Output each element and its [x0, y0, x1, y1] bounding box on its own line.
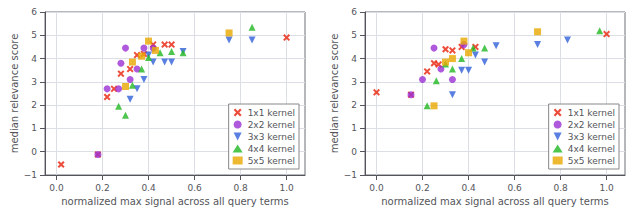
- svg-text:2x2 kernel: 2x2 kernel: [248, 120, 295, 130]
- svg-text:4: 4: [351, 54, 357, 64]
- svg-text:0.8: 0.8: [553, 183, 568, 193]
- svg-text:0.0: 0.0: [49, 183, 64, 193]
- svg-text:3x3 kernel: 3x3 kernel: [248, 132, 295, 142]
- svg-text:0.8: 0.8: [233, 183, 248, 193]
- svg-text:0.2: 0.2: [415, 183, 429, 193]
- svg-text:2: 2: [351, 100, 357, 110]
- svg-text:3: 3: [31, 77, 37, 87]
- svg-text:1x1 kernel: 1x1 kernel: [568, 108, 615, 118]
- svg-text:normalized max signal across a: normalized max signal across all query t…: [381, 196, 609, 207]
- svg-text:1x1 kernel: 1x1 kernel: [248, 108, 295, 118]
- svg-text:0.6: 0.6: [187, 183, 202, 193]
- svg-text:3: 3: [351, 77, 357, 87]
- svg-text:5x5 kernel: 5x5 kernel: [568, 156, 615, 166]
- svg-text:−1: −1: [24, 170, 37, 180]
- svg-text:1.0: 1.0: [599, 183, 614, 193]
- svg-text:2x2 kernel: 2x2 kernel: [568, 120, 615, 130]
- svg-text:median relevance score: median relevance score: [9, 34, 20, 154]
- svg-text:5: 5: [31, 30, 37, 40]
- svg-text:0: 0: [351, 147, 357, 157]
- svg-text:1.0: 1.0: [279, 183, 294, 193]
- svg-text:6: 6: [351, 7, 357, 17]
- svg-text:0.4: 0.4: [141, 183, 156, 193]
- svg-text:0.2: 0.2: [95, 183, 109, 193]
- svg-text:1: 1: [31, 123, 37, 133]
- svg-text:4x4 kernel: 4x4 kernel: [568, 144, 615, 154]
- svg-text:median relevance score: median relevance score: [329, 34, 340, 154]
- svg-text:5x5 kernel: 5x5 kernel: [248, 156, 295, 166]
- svg-text:6: 6: [31, 7, 37, 17]
- svg-text:0.6: 0.6: [507, 183, 522, 193]
- svg-text:4: 4: [31, 54, 37, 64]
- svg-text:3x3 kernel: 3x3 kernel: [568, 132, 615, 142]
- svg-text:1: 1: [351, 123, 357, 133]
- svg-text:0: 0: [31, 147, 37, 157]
- svg-text:0.4: 0.4: [461, 183, 476, 193]
- svg-text:5: 5: [351, 30, 357, 40]
- svg-text:0.0: 0.0: [369, 183, 384, 193]
- svg-text:−1: −1: [344, 170, 357, 180]
- svg-text:2: 2: [31, 100, 37, 110]
- svg-text:normalized max signal across a: normalized max signal across all query t…: [61, 196, 289, 207]
- svg-text:4x4 kernel: 4x4 kernel: [248, 144, 295, 154]
